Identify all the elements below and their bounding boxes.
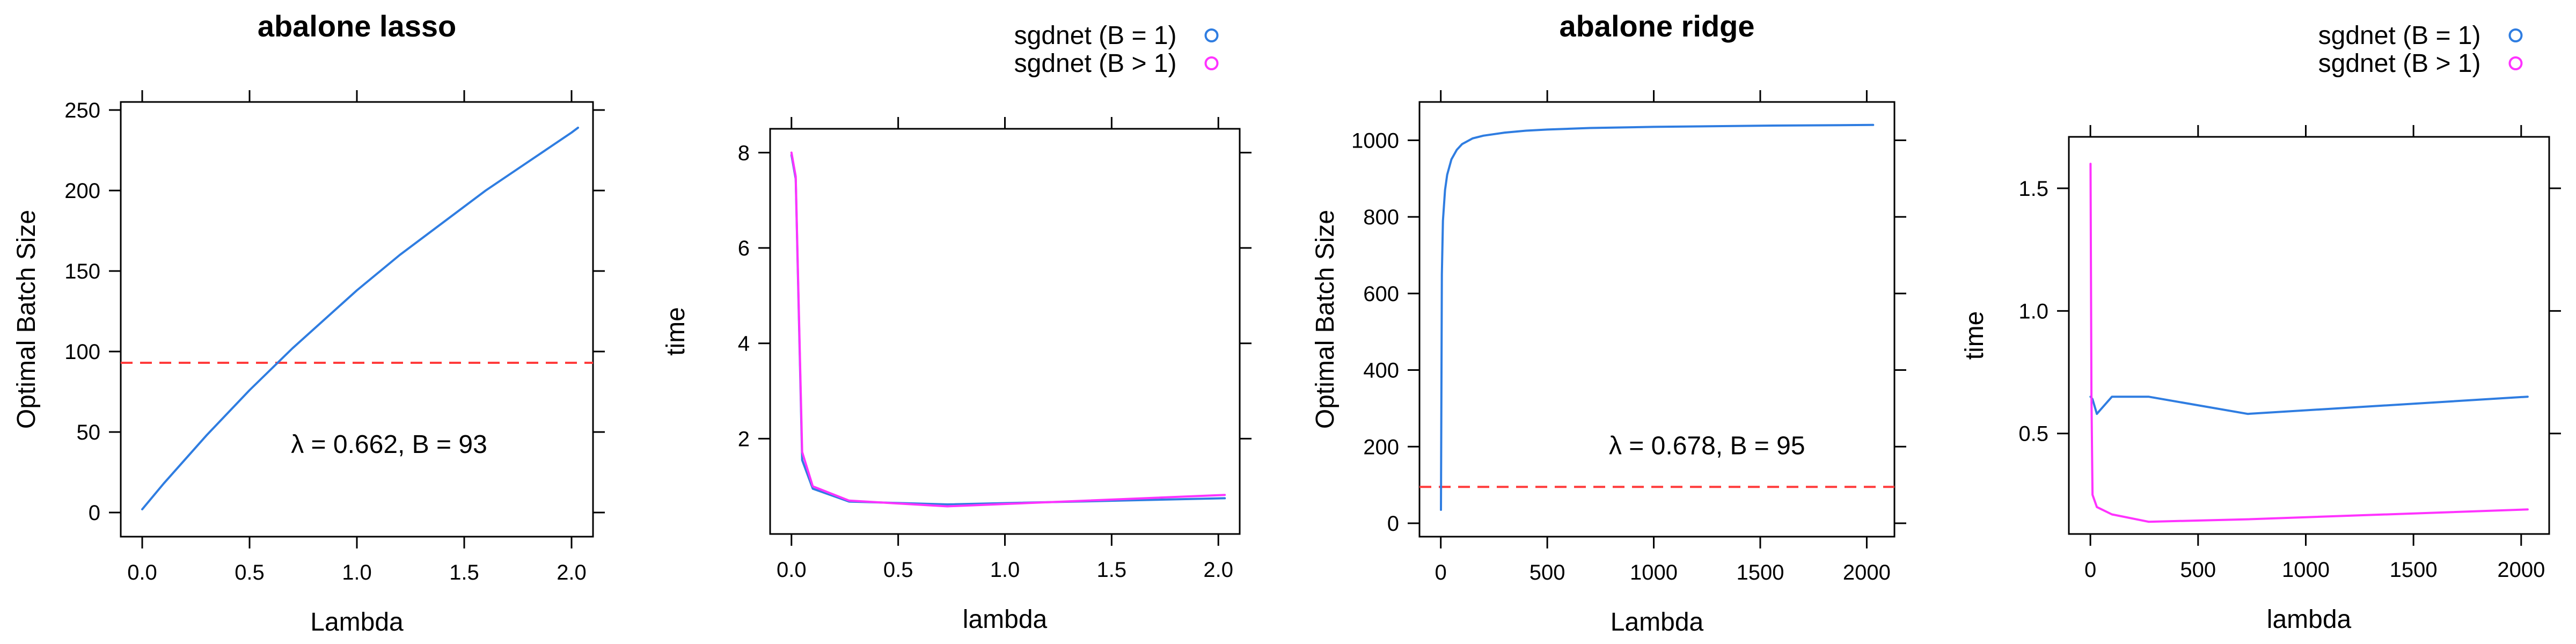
x-tick-label: 1.0	[342, 561, 372, 584]
x-tick-label: 1.0	[990, 558, 1020, 582]
x-tick-label: 0.0	[777, 558, 807, 582]
series-line-1	[790, 151, 1226, 508]
chart-title: abalone ridge	[1559, 9, 1754, 43]
legend-label: sgdnet (B > 1)	[1014, 49, 1177, 78]
y-tick-label: 150	[64, 260, 100, 283]
y-tick-label: 50	[77, 421, 101, 444]
legend-marker	[2508, 28, 2523, 42]
x-tick-label: 2.0	[1203, 558, 1233, 582]
x-tick-label: 1.5	[1097, 558, 1127, 582]
x-axis-label: lambda	[963, 605, 1048, 634]
legend-marker	[1204, 28, 1219, 42]
x-tick-label: 1500	[1736, 561, 1784, 584]
panel-lasso-time: 0.0 0.5 1.0 1.5 2.0 2 4 6 8 lambda time sgdnet (B =…	[662, 21, 1252, 634]
x-tick-label: 2.0	[557, 561, 587, 584]
legend-label: sgdnet (B > 1)	[2318, 49, 2481, 78]
x-tick-label: 500	[1529, 561, 1565, 584]
x-tick-label: 0	[2084, 558, 2096, 582]
x-tick-label: 1.5	[449, 561, 479, 584]
y-tick-label: 0.5	[2018, 422, 2048, 446]
x-axis-label: Lambda	[1611, 608, 1704, 636]
y-axis-label: time	[662, 307, 690, 356]
y-axis-label: Optimal Batch Size	[12, 210, 41, 429]
plot-frame	[2068, 136, 2550, 535]
legend-marker	[2508, 56, 2523, 70]
y-tick-label: 1000	[1351, 129, 1399, 152]
annotation: λ = 0.662, B = 93	[291, 430, 487, 459]
legend-label: sgdnet (B = 1)	[2318, 21, 2481, 50]
y-axis-label: time	[1960, 311, 1989, 360]
x-tick-label: 0.5	[883, 558, 913, 582]
x-tick-label: 500	[2180, 558, 2216, 582]
x-tick-label: 1000	[2282, 558, 2330, 582]
series-line-0	[2089, 396, 2529, 415]
annotation: λ = 0.678, B = 95	[1609, 432, 1805, 460]
x-tick-label: 0.0	[127, 561, 157, 584]
y-tick-label: 6	[738, 237, 750, 260]
chart-title: abalone lasso	[258, 9, 456, 43]
y-tick-label: 8	[738, 141, 750, 165]
x-tick-label: 2000	[1843, 561, 1891, 584]
y-tick-label: 200	[64, 179, 100, 203]
legend-marker	[1204, 56, 1219, 70]
series-line-0	[790, 153, 1226, 506]
y-tick-label: 1.5	[2018, 177, 2048, 201]
legend-label: sgdnet (B = 1)	[1014, 21, 1177, 50]
y-tick-label: 250	[64, 99, 100, 122]
y-tick-label: 800	[1363, 206, 1399, 229]
x-axis-label: Lambda	[310, 608, 404, 636]
y-tick-label: 0	[89, 501, 100, 525]
y-tick-label: 100	[64, 340, 100, 364]
x-tick-label: 2000	[2497, 558, 2545, 582]
plot-frame	[1418, 101, 1896, 538]
y-axis-label: Optimal Batch Size	[1311, 210, 1340, 429]
y-tick-label: 200	[1363, 435, 1399, 459]
plot-frame	[769, 128, 1241, 535]
y-tick-label: 600	[1363, 282, 1399, 306]
x-axis-label: lambda	[2267, 605, 2352, 634]
x-tick-label: 0	[1435, 561, 1447, 584]
y-tick-label: 1.0	[2018, 299, 2048, 323]
series-line-1	[2089, 163, 2529, 523]
series-line-0	[141, 127, 579, 510]
x-tick-label: 1000	[1630, 561, 1678, 584]
series-line-0	[1440, 123, 1875, 511]
y-tick-label: 0	[1387, 512, 1399, 536]
y-tick-label: 2	[738, 427, 750, 451]
panel-ridge-time: 0 500 1000 1500 2000 0.5 1.0 1.5 lambda time sgdne…	[1960, 21, 2561, 634]
panel-abalone-ridge: 0 500 1000 1500 2000 0 200 400 600 800 1000 Lambda O…	[1311, 9, 1906, 636]
y-tick-label: 4	[738, 332, 750, 356]
panel-abalone-lasso: 0.0 0.5 1.0 1.5 2.0 0 50 100 150 200 250 Lambda Opti…	[12, 9, 605, 636]
y-tick-label: 400	[1363, 359, 1399, 383]
x-tick-label: 0.5	[235, 561, 265, 584]
x-tick-label: 1500	[2390, 558, 2438, 582]
